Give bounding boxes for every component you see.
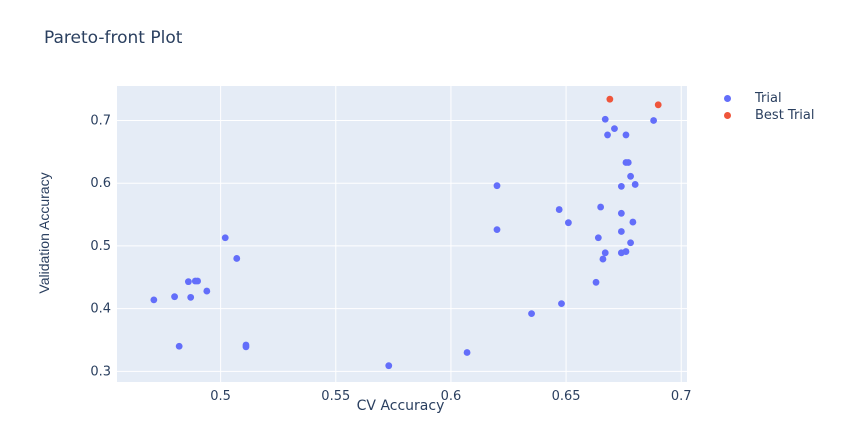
trial-point <box>463 349 471 356</box>
trial-point <box>555 206 563 213</box>
trial-point <box>493 182 501 190</box>
y-axis-label: Validation Accuracy <box>36 172 52 294</box>
legend-label-trial: Trial <box>755 91 782 106</box>
trial-point <box>592 278 600 286</box>
plot-area <box>117 86 687 382</box>
trial-point <box>650 117 658 124</box>
trial-point <box>631 181 639 188</box>
y-tick-label: 0.3 <box>90 364 111 379</box>
x-tick-label: 0.65 <box>552 389 581 404</box>
legend-item-trial[interactable]: Trial <box>720 90 814 107</box>
tick-labels: 0.5 0.55 0.6 0.65 0.7 0.3 0.4 0.5 0.6 0.7 <box>90 113 691 404</box>
legend-marker-best-trial <box>724 112 731 119</box>
chart-title: Pareto-front Plot <box>44 28 183 48</box>
trial-point <box>611 125 618 133</box>
trial-point <box>558 300 565 308</box>
trial-point <box>187 293 195 301</box>
trial-point <box>203 287 211 295</box>
trial-point <box>233 255 241 262</box>
legend-item-best-trial[interactable]: Best Trial <box>720 107 814 124</box>
legend-label-best-trial: Best Trial <box>755 108 815 123</box>
trial-point <box>184 278 192 286</box>
x-tick-label: 0.5 <box>210 389 231 404</box>
x-tick-label: 0.6 <box>441 389 462 404</box>
trial-point <box>564 219 572 227</box>
trial-point <box>594 234 602 242</box>
best-trial-point <box>606 95 614 103</box>
x-axis-label: CV Accuracy <box>356 398 445 414</box>
trial-point <box>493 226 501 234</box>
data-points <box>150 95 662 370</box>
x-tick-label: 0.55 <box>321 389 350 404</box>
trial-point <box>622 131 630 139</box>
x-tick-label: 0.7 <box>671 389 692 404</box>
y-tick-label: 0.5 <box>90 239 111 254</box>
grid-lines <box>117 86 687 382</box>
trial-point <box>221 234 229 242</box>
y-tick-label: 0.7 <box>90 113 111 128</box>
trial-point <box>617 228 625 235</box>
trial-point <box>150 296 158 304</box>
trial-point <box>599 255 607 263</box>
trial-point <box>601 249 609 257</box>
trial-point <box>627 239 634 247</box>
y-tick-label: 0.6 <box>90 176 111 191</box>
legend: Trial Best Trial <box>720 90 814 124</box>
trial-point <box>604 131 611 139</box>
trial-point <box>617 182 625 190</box>
trial-point <box>617 209 625 217</box>
trial-point <box>629 218 637 226</box>
trial-point <box>171 293 178 301</box>
trial-point <box>622 248 630 255</box>
trial-point <box>597 203 605 211</box>
trial-point <box>242 343 250 351</box>
trial-point <box>194 277 202 285</box>
trial-point <box>385 362 393 370</box>
trial-point <box>601 115 609 123</box>
legend-marker-trial <box>724 95 731 102</box>
y-tick-label: 0.4 <box>90 302 111 317</box>
trial-point <box>627 172 634 180</box>
trial-point <box>175 342 183 350</box>
trial-point <box>528 310 535 318</box>
best-trial-point <box>654 101 662 109</box>
trial-point <box>624 159 632 166</box>
